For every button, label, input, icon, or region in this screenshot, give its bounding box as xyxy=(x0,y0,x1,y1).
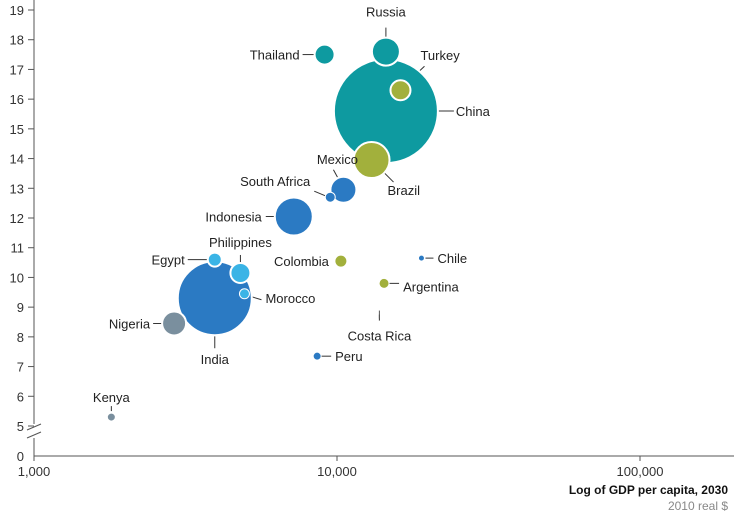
y-tick-label: 15 xyxy=(10,122,24,137)
label-colombia: Colombia xyxy=(274,254,330,269)
label-russia: Russia xyxy=(366,5,407,20)
bubble-south-africa xyxy=(324,191,336,203)
bubble-argentina xyxy=(378,277,390,289)
y-tick-label: 5 xyxy=(17,419,24,434)
label-nigeria: Nigeria xyxy=(109,316,151,331)
bubble-brazil xyxy=(352,141,391,180)
x-axis-title: Log of GDP per capita, 2030 xyxy=(569,483,728,497)
label-kenya: Kenya xyxy=(93,390,131,405)
bubble-mexico xyxy=(329,175,358,204)
y-tick-label: 9 xyxy=(17,300,24,315)
x-axis-unit: 2010 real $ xyxy=(668,499,728,513)
bubble-china xyxy=(332,58,439,165)
label-philippines: Philippines xyxy=(209,235,272,250)
bubble-morocco xyxy=(238,288,250,300)
y-tick-label: 12 xyxy=(10,211,24,226)
label-turkey: Turkey xyxy=(420,48,460,63)
y-tick-label: 16 xyxy=(10,92,24,107)
leader-brazil xyxy=(383,171,394,183)
y-tick-label: 19 xyxy=(10,3,24,18)
bubble-egypt xyxy=(206,251,223,268)
y-tick-label: 8 xyxy=(17,330,24,345)
label-indonesia: Indonesia xyxy=(205,210,262,225)
bubble-chile xyxy=(417,254,425,262)
label-brazil: Brazil xyxy=(388,183,421,198)
y-tick-label: 14 xyxy=(10,152,24,167)
axes: 0 xyxy=(17,0,734,464)
bubble-indonesia xyxy=(273,196,314,237)
y-ticks: 5 6 7 8 9 10 11 12 13 14 15 16 17 18 19 xyxy=(10,3,34,434)
label-india: India xyxy=(201,352,230,367)
y-axis-break-mark-2 xyxy=(26,431,42,439)
y-tick-label: 17 xyxy=(10,62,24,77)
x-tick-label: 100,000 xyxy=(617,464,664,479)
x-tick-label: 1,000 xyxy=(18,464,51,479)
x-ticks: 1,000 10,000 100,000 xyxy=(18,456,664,479)
y-tick-label: 11 xyxy=(11,241,25,256)
bubble-russia xyxy=(370,36,401,67)
bubble-peru xyxy=(312,351,322,361)
y-tick-label: 18 xyxy=(10,33,24,48)
bubble-nigeria xyxy=(161,310,188,337)
label-thailand: Thailand xyxy=(250,48,300,63)
label-morocco: Morocco xyxy=(265,291,315,306)
label-costa-rica: Costa Rica xyxy=(348,329,412,344)
y-tick-label: 13 xyxy=(10,181,24,196)
label-chile: Chile xyxy=(437,251,467,266)
bubble-thailand xyxy=(313,43,336,66)
y-tick-label: 6 xyxy=(17,389,24,404)
label-south-africa: South Africa xyxy=(240,174,311,189)
bubble-philippines xyxy=(229,261,252,284)
x-tick-label: 10,000 xyxy=(317,464,357,479)
bubble-turkey xyxy=(389,79,412,102)
bubbles xyxy=(106,36,439,422)
bubble-kenya xyxy=(106,412,116,422)
y-axis-zero-label: 0 xyxy=(17,449,24,464)
point-labels: Russia Thailand Turkey China Brazil Mexico Sou… xyxy=(93,5,491,405)
y-tick-label: 10 xyxy=(10,270,24,285)
label-china: China xyxy=(456,104,491,119)
label-argentina: Argentina xyxy=(403,279,459,294)
y-axis-break-mark-1 xyxy=(26,423,42,431)
label-peru: Peru xyxy=(335,349,362,364)
y-tick-label: 7 xyxy=(17,360,24,375)
label-mexico: Mexico xyxy=(317,152,358,167)
label-egypt: Egypt xyxy=(152,253,186,268)
bubble-colombia xyxy=(334,254,348,268)
leader-south-africa xyxy=(314,190,327,197)
